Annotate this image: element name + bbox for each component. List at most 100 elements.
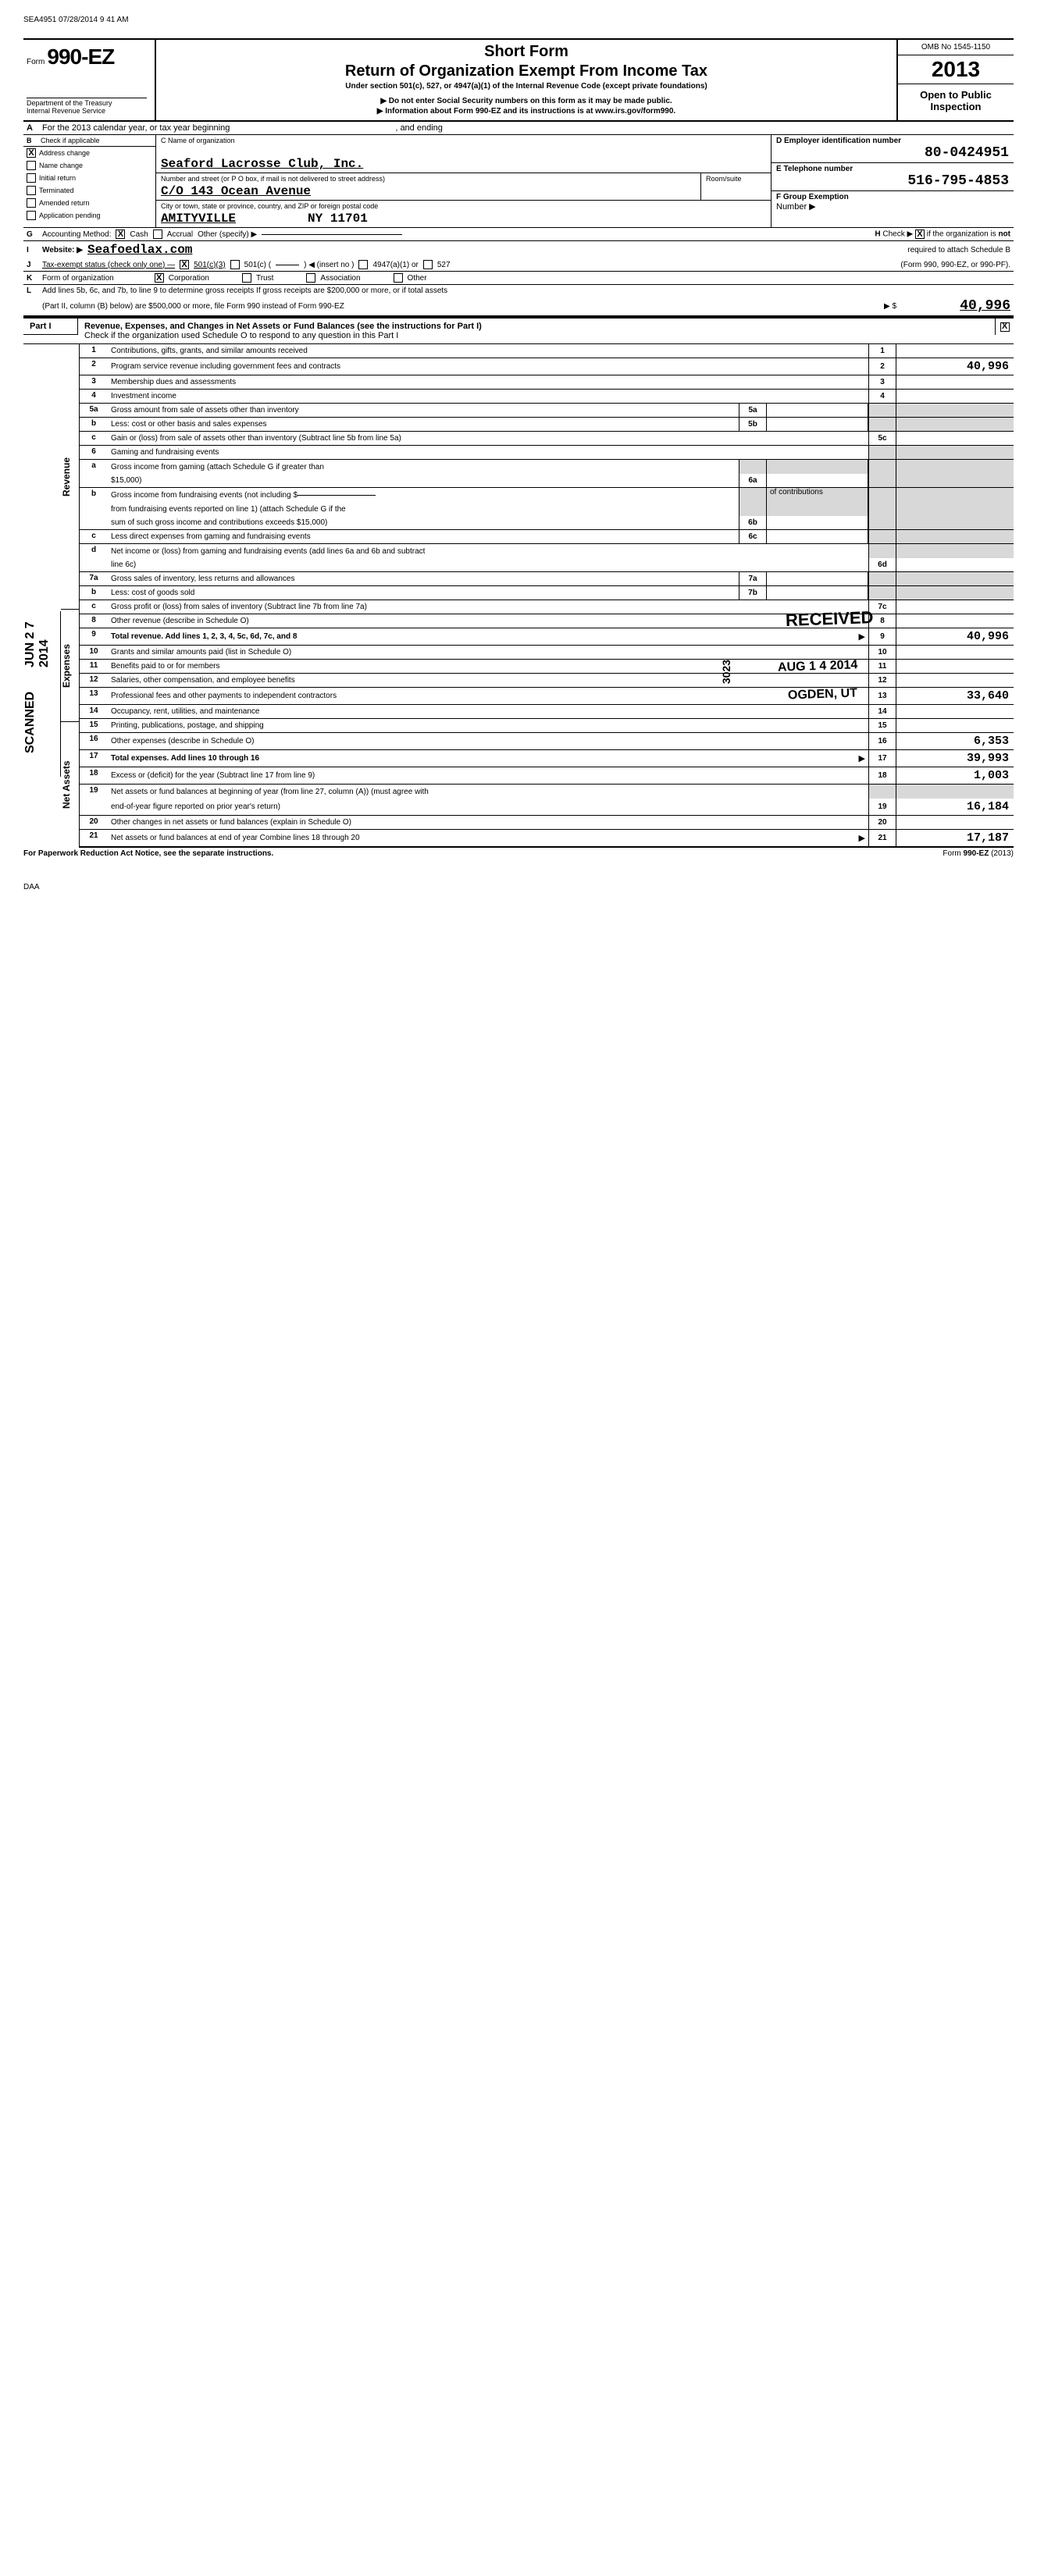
part1-checkbox[interactable]: X xyxy=(995,318,1014,335)
line-k: K Form of organization XCorporation Trus… xyxy=(23,272,1014,285)
address-row: Number and street (or P O box, if mail i… xyxy=(156,173,771,201)
line-6a-1: aGross income from gaming (attach Schedu… xyxy=(80,460,1014,474)
line-19-2: end-of-year figure reported on prior yea… xyxy=(80,799,1014,816)
expenses-label: Expenses xyxy=(61,610,72,721)
part1-label: Part I xyxy=(23,318,78,335)
f-label: F Group Exemption xyxy=(776,193,1009,201)
line-7a: 7aGross sales of inventory, less returns… xyxy=(80,572,1014,586)
check-name-change: Name change xyxy=(23,159,155,172)
line-5c: cGain or (loss) from sale of assets othe… xyxy=(80,432,1014,446)
line-4: 4Investment income4 xyxy=(80,390,1014,404)
checkbox-corp[interactable]: X xyxy=(155,273,164,283)
form-number-block: Form 990-EZ Department of the Treasury I… xyxy=(23,40,156,120)
line-a-text2: , and ending xyxy=(395,123,443,133)
checkbox-icon[interactable] xyxy=(27,198,36,208)
part1-title-block: Revenue, Expenses, and Changes in Net As… xyxy=(78,318,995,343)
year-block: OMB No 1545-1150 2013 Open to Public Ins… xyxy=(896,40,1014,120)
checkbox-4947[interactable] xyxy=(358,260,368,269)
line-13: 13Professional fees and other payments t… xyxy=(80,688,1014,705)
line-11: 11Benefits paid to or for members11 AUG … xyxy=(80,660,1014,674)
checkbox-icon[interactable] xyxy=(27,211,36,220)
c-label: C Name of organization xyxy=(156,135,771,146)
phone-row: E Telephone number 516-795-4853 xyxy=(772,163,1014,191)
check-amended-return: Amended return xyxy=(23,197,155,209)
line-g: G Accounting Method: XCash Accrual Other… xyxy=(23,228,1014,241)
phone-value: 516-795-4853 xyxy=(776,173,1009,189)
line-21: 21Net assets or fund balances at end of … xyxy=(80,830,1014,848)
title-block: Short Form Return of Organization Exempt… xyxy=(156,40,896,120)
g-label: Accounting Method: xyxy=(42,230,111,239)
footer: For Paperwork Reduction Act Notice, see … xyxy=(23,848,1014,859)
line-3: 3Membership dues and assessments3 xyxy=(80,375,1014,390)
line-l2: (Part II, column (B) below) are $500,000… xyxy=(23,297,1014,317)
checkbox-cash[interactable]: X xyxy=(116,229,125,239)
line-6: 6Gaming and fundraising events xyxy=(80,446,1014,460)
line-a-text1: For the 2013 calendar year, or tax year … xyxy=(42,123,230,133)
scanned-date-label: JUN 2 7 2014 xyxy=(23,611,52,667)
checkbox-assoc[interactable] xyxy=(306,273,315,283)
checkbox-501c3[interactable]: X xyxy=(180,260,189,269)
stamp-ogden: OGDEN, UT xyxy=(788,686,857,703)
line-a: A For the 2013 calendar year, or tax yea… xyxy=(23,122,1014,135)
group-exemption-row: F Group Exemption Number ▶ xyxy=(772,191,1014,213)
line-j: J Tax-exempt status (check only one) — X… xyxy=(23,258,1014,272)
line-17: 17Total expenses. Add lines 10 through 1… xyxy=(80,750,1014,767)
letter-k: K xyxy=(27,274,37,283)
line-2: 2Program service revenue including gover… xyxy=(80,358,1014,375)
letter-b: B xyxy=(27,137,37,144)
treasury-dept: Department of the Treasury Internal Reve… xyxy=(27,98,147,116)
e-label: E Telephone number xyxy=(776,165,1009,173)
section-bcdef: B Check if applicable XAddress change Nam… xyxy=(23,135,1014,228)
checkbox-other[interactable] xyxy=(394,273,403,283)
gross-receipts-value: 40,996 xyxy=(901,298,1010,314)
checkbox-accrual[interactable] xyxy=(153,229,162,239)
line-5b: bLess: cost or other basis and sales exp… xyxy=(80,418,1014,432)
checkbox-icon[interactable] xyxy=(27,186,36,195)
checkbox-h[interactable]: X xyxy=(915,229,925,239)
checkbox-icon[interactable] xyxy=(27,173,36,183)
ein-value: 80-0424951 xyxy=(776,145,1009,161)
open-to-public: Open to Public Inspection xyxy=(898,84,1014,117)
scanned-label: SCANNED xyxy=(23,667,37,777)
line-l1: L Add lines 5b, 6c, and 7b, to line 9 to… xyxy=(23,285,1014,297)
website-value: Seafoedlax.com xyxy=(87,243,192,257)
l-text2: (Part II, column (B) below) are $500,000… xyxy=(42,302,344,311)
line-1: 1Contributions, gifts, grants, and simil… xyxy=(80,344,1014,358)
line-6d-2: line 6c)6d xyxy=(80,558,1014,572)
column-de: D Employer identification number 80-0424… xyxy=(772,135,1014,227)
line-8: 8Other revenue (describe in Schedule O)8… xyxy=(80,614,1014,628)
line-6d-1: dNet income or (loss) from gaming and fu… xyxy=(80,544,1014,558)
b-header: Check if applicable xyxy=(41,137,100,144)
check-address-change: XAddress change xyxy=(23,147,155,159)
form-word: Form xyxy=(27,58,45,66)
city-value: AMITYVILLE xyxy=(156,212,241,227)
check-initial-return: Initial return xyxy=(23,172,155,184)
part1-header: Part I Revenue, Expenses, and Changes in… xyxy=(23,317,1014,344)
form-header: Form 990-EZ Department of the Treasury I… xyxy=(23,38,1014,122)
subtitle: Under section 501(c), 527, or 4947(a)(1)… xyxy=(164,82,889,91)
omb-number: OMB No 1545-1150 xyxy=(898,40,1014,55)
room-label: Room/suite xyxy=(700,173,771,200)
city-label: City or town, state or province, country… xyxy=(156,201,771,212)
letter-h: H xyxy=(875,230,880,239)
checkbox-527[interactable] xyxy=(423,260,433,269)
line-i: I Website: ▶ Seafoedlax.com required to … xyxy=(23,241,1014,258)
checkbox-trust[interactable] xyxy=(242,273,251,283)
main-title: Return of Organization Exempt From Incom… xyxy=(164,62,889,80)
form-number: 990-EZ xyxy=(47,44,114,69)
org-name-value: Seaford Lacrosse Club, Inc. xyxy=(156,157,771,173)
netassets-label: Net Assets xyxy=(61,722,72,848)
revenue-label: Revenue xyxy=(61,344,72,609)
print-timestamp: SEA4951 07/28/2014 9 41 AM xyxy=(23,16,1014,24)
line-14: 14Occupancy, rent, utilities, and mainte… xyxy=(80,705,1014,719)
footer-right: Form 990-EZ (2013) xyxy=(943,849,1014,858)
h-text: if the organization is not xyxy=(927,230,1010,239)
checkbox-icon[interactable]: X xyxy=(27,148,36,158)
l-text1: Add lines 5b, 6c, and 7b, to line 9 to d… xyxy=(42,286,447,295)
checkbox-icon[interactable] xyxy=(27,161,36,170)
line-15: 15Printing, publications, postage, and s… xyxy=(80,719,1014,733)
short-form-label: Short Form xyxy=(164,43,889,61)
checkbox-501c[interactable] xyxy=(230,260,240,269)
line-18: 18Excess or (deficit) for the year (Subt… xyxy=(80,767,1014,785)
f-label2: Number ▶ xyxy=(776,201,1009,212)
